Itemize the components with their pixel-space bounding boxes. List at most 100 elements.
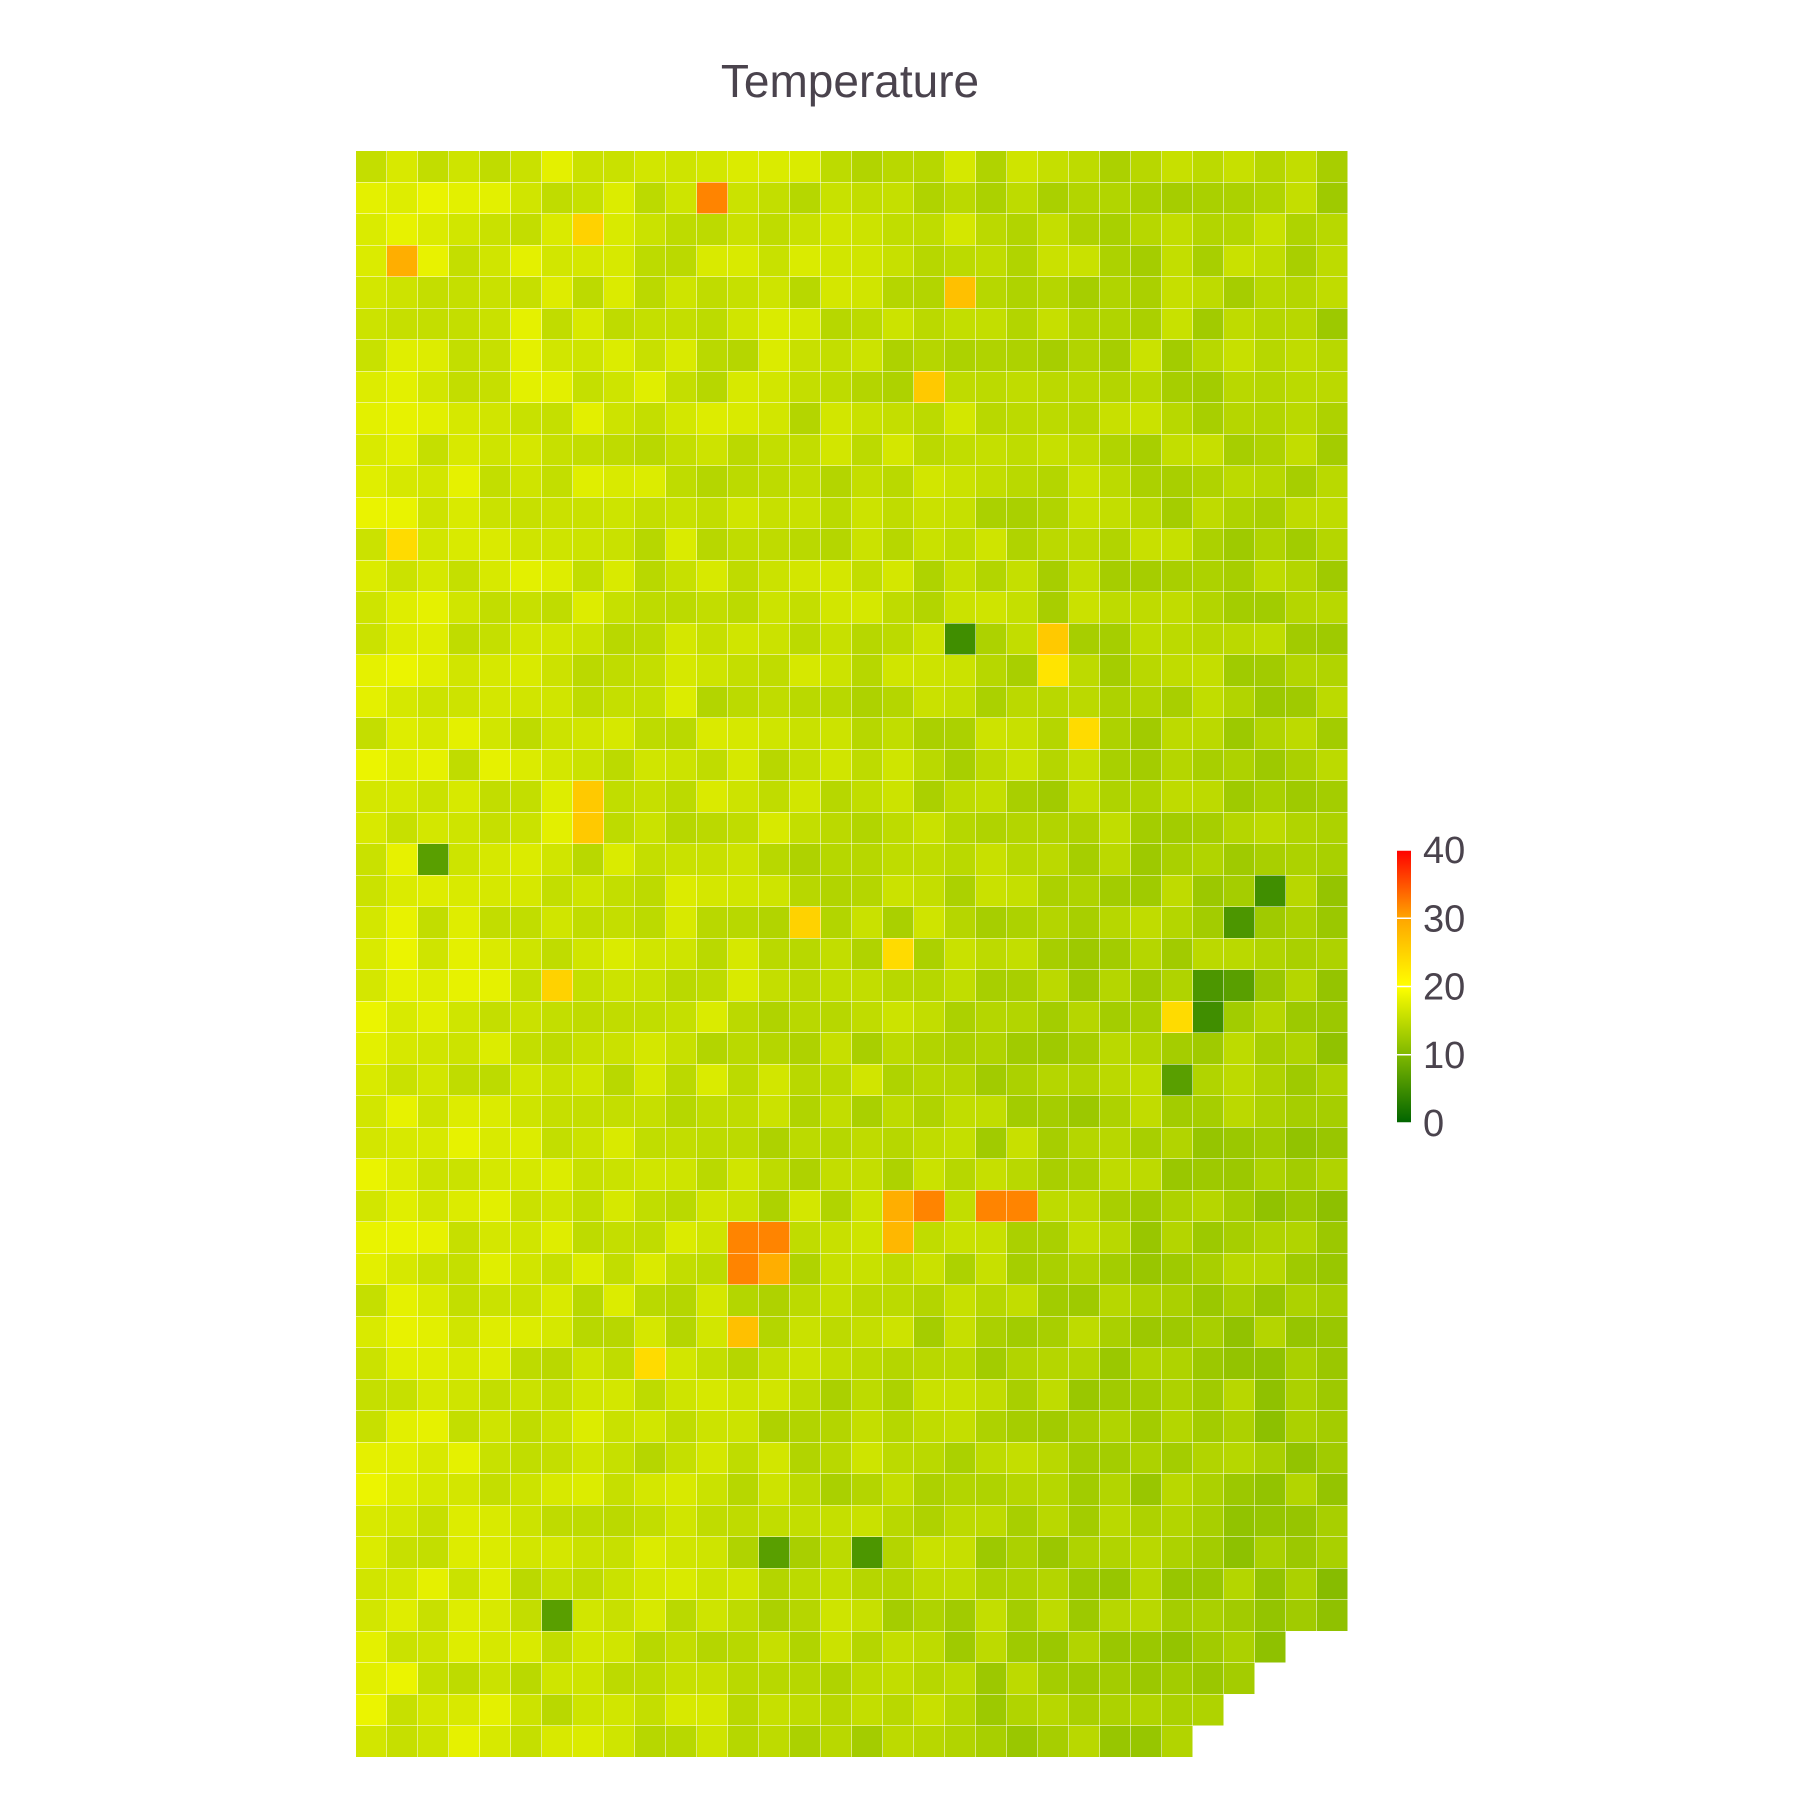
heatmap-cell [1317,151,1348,182]
heatmap-cell [852,1663,883,1694]
heatmap-cell [511,718,542,749]
heatmap-cell [666,1127,697,1159]
heatmap-cell [883,875,914,907]
heatmap-cell [480,1159,511,1190]
heatmap-cell [821,529,852,560]
heatmap-cell [790,592,821,623]
heatmap-cell [573,1379,604,1411]
heatmap-cell [852,718,883,749]
heatmap-cell [1286,403,1317,434]
heatmap-cell [821,592,852,623]
heatmap-cell [1100,1600,1131,1631]
heatmap-cell [914,1001,945,1033]
heatmap-cell [1193,497,1224,529]
heatmap-cell [728,592,759,623]
heatmap-cell [604,844,635,875]
heatmap-cell [1162,1285,1193,1316]
heatmap-cell [387,875,418,907]
heatmap-cell [573,1442,604,1474]
heatmap-cell [790,1285,821,1316]
heatmap-cell [790,1001,821,1033]
heatmap-cell [914,749,945,781]
heatmap-cell [697,1600,728,1631]
heatmap-cell [697,781,728,812]
heatmap-cell [790,1474,821,1505]
heatmap-cell [1100,340,1131,371]
heatmap-cell [759,560,790,592]
heatmap-cell [728,1222,759,1253]
heatmap-cell [1317,1505,1348,1537]
heatmap-cell [449,938,480,970]
heatmap-cell [697,1726,728,1757]
heatmap-cell [914,686,945,718]
heatmap-cell [1255,497,1286,529]
heatmap-cell [480,812,511,844]
heatmap-cell [1255,340,1286,371]
heatmap-cell [1069,529,1100,560]
heatmap-cell [1193,1001,1224,1033]
heatmap-cell [542,1064,573,1096]
heatmap-cell [1131,340,1162,371]
heatmap-cell [728,371,759,403]
heatmap-cell [387,1568,418,1600]
heatmap-cell [635,623,666,655]
heatmap-cell [759,529,790,560]
heatmap-cell [1224,1442,1255,1474]
heatmap-cell [1100,718,1131,749]
heatmap-cell [1100,938,1131,970]
heatmap-cell [1131,1348,1162,1379]
heatmap-cell [1224,1096,1255,1127]
heatmap-cell [387,1253,418,1285]
heatmap-cell [976,749,1007,781]
heatmap-cell [1007,214,1038,245]
heatmap-cell [387,151,418,182]
heatmap-cell [573,277,604,308]
heatmap-cell [945,403,976,434]
heatmap-cell [1007,592,1038,623]
heatmap-cell [914,1127,945,1159]
heatmap-cell [728,1411,759,1442]
heatmap-cell [728,1064,759,1096]
heatmap-cell [356,1694,387,1726]
heatmap-cell [604,497,635,529]
heatmap-cell [1193,686,1224,718]
heatmap-cell [418,1694,449,1726]
heatmap-cell [542,1537,573,1568]
heatmap-cell [790,151,821,182]
heatmap-cell [666,1379,697,1411]
heatmap-cell [604,1379,635,1411]
heatmap-cell [852,371,883,403]
heatmap-cell [1224,214,1255,245]
heatmap-cell [511,1600,542,1631]
heatmap-cell [666,245,697,277]
heatmap-cell [976,623,1007,655]
heatmap-cell [511,1222,542,1253]
heatmap-cell [976,277,1007,308]
heatmap-cell [1193,340,1224,371]
heatmap-cell [1255,214,1286,245]
heatmap-cell [1255,1001,1286,1033]
heatmap-cell [697,970,728,1001]
heatmap-cell [387,1442,418,1474]
heatmap-cell [728,1253,759,1285]
heatmap-cell [1162,749,1193,781]
heatmap-cell [697,1663,728,1694]
heatmap-cell [1007,1663,1038,1694]
heatmap-cell [604,529,635,560]
heatmap-cell [635,718,666,749]
heatmap-cell [1286,1222,1317,1253]
heatmap-cell [1255,749,1286,781]
heatmap-cell [1162,718,1193,749]
heatmap-cell [449,1190,480,1222]
heatmap-cell [573,1694,604,1726]
heatmap-cell [759,1474,790,1505]
heatmap-cell [976,1222,1007,1253]
heatmap-cell [914,781,945,812]
heatmap-cell [666,1631,697,1663]
heatmap-cell [542,1253,573,1285]
heatmap-cell [945,875,976,907]
heatmap-cell [1286,1316,1317,1348]
heatmap-cell [542,623,573,655]
heatmap-cell [790,529,821,560]
heatmap-cell [604,1190,635,1222]
